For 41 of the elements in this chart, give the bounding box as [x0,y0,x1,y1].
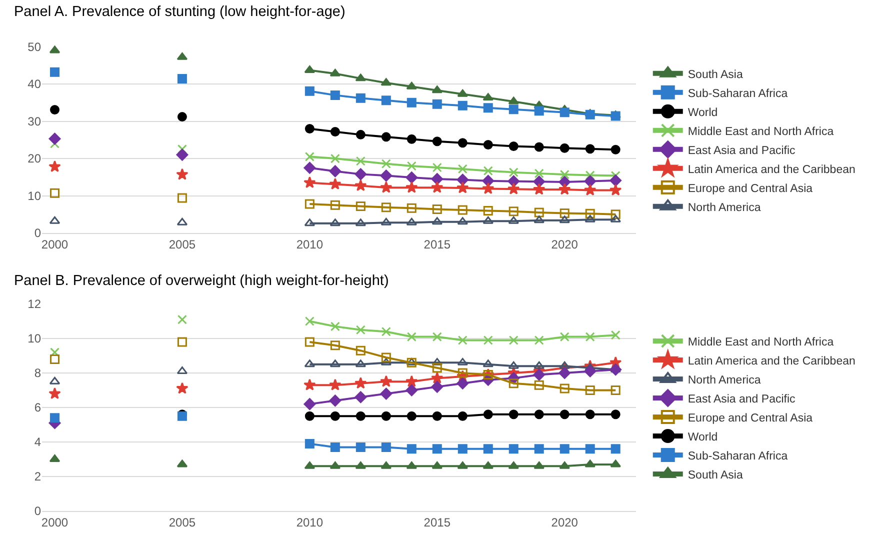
x-tick-label: 2010 [296,515,324,530]
legend-label: Latin America and the Caribbean [688,356,856,368]
y-tick-label: 12 [28,297,42,312]
y-tick-label: 4 [34,435,42,450]
legend-label: Europe and Central Asia [688,182,814,195]
y-tick-label: 10 [28,188,42,203]
legend-label: South Asia [688,470,744,482]
legend-label: World [688,432,718,444]
y-tick-label: 0 [34,226,42,240]
chart-title: Panel A. Prevalence of stunting (low height-for-age) [14,4,346,20]
y-tick-label: 20 [28,152,42,166]
legend-label: South Asia [688,68,744,81]
y-tick-label: 30 [28,114,42,128]
y-tick-label: 40 [28,77,42,92]
x-tick-label: 2000 [41,237,68,252]
x-tick-label: 2015 [424,515,451,530]
legend-label: North America [688,374,762,386]
legend-label: Latin America and the Caribbean [688,164,856,176]
x-tick-label: 2005 [168,237,196,252]
x-tick-label: 2015 [424,237,451,252]
x-tick-label: 2010 [296,237,324,252]
legend-label: Sub-Saharan Africa [688,450,788,462]
x-tick-label: 2000 [41,515,68,530]
legend-label: World [688,106,718,119]
y-tick-label: 6 [34,400,42,415]
y-tick-label: 10 [28,332,42,346]
chart-title: Panel B. Prevalence of overweight (high weight-for-height) [14,273,389,289]
x-tick-label: 2020 [551,237,578,252]
legend-label: North America [688,202,762,214]
legend-label: East Asia and Pacific [688,144,796,157]
y-tick-label: 0 [34,504,42,518]
x-tick-label: 2005 [168,515,196,530]
x-tick-label: 2020 [551,515,578,530]
y-tick-label: 8 [34,366,42,380]
y-tick-label: 2 [34,470,42,484]
legend-label: Europe and Central Asia [688,412,814,424]
legend-label: Middle East and North Africa [688,126,834,138]
legend-label: East Asia and Pacific [688,394,796,406]
legend-label: Middle East and North Africa [688,336,834,348]
y-tick-label: 50 [28,40,42,54]
legend-label: Sub-Saharan Africa [688,88,788,100]
